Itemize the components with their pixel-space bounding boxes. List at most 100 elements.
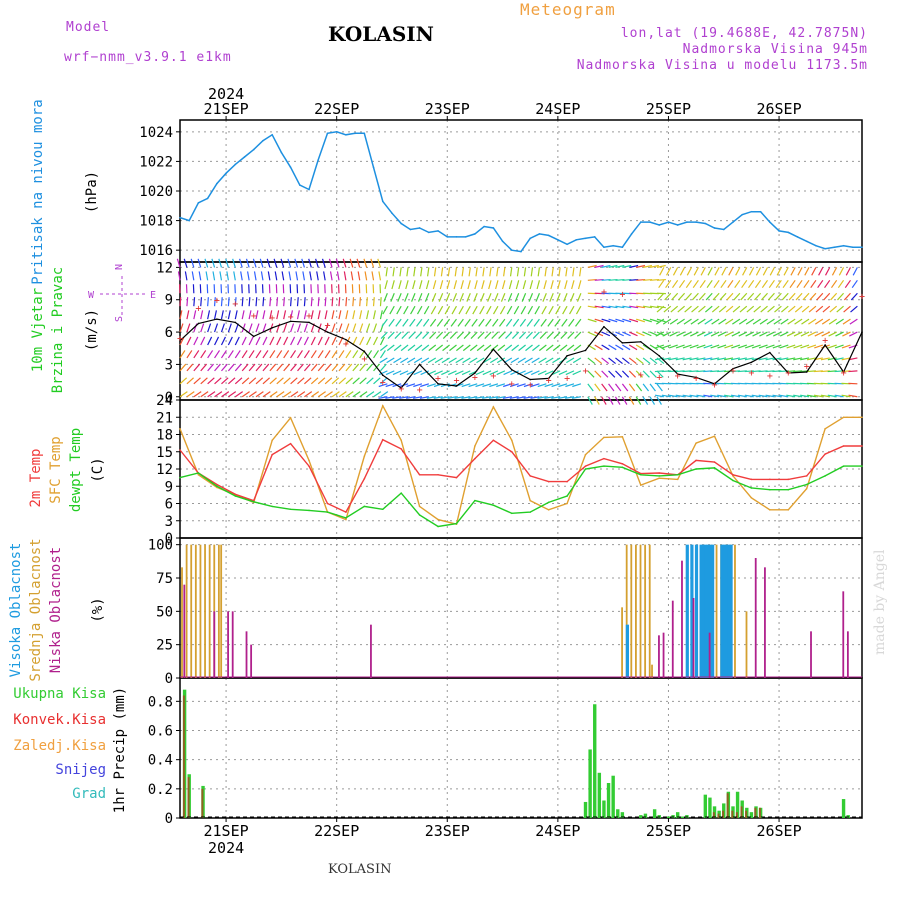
wind-arrow [796, 279, 803, 289]
y-tick-label: 0.6 [148, 724, 173, 740]
temp-sfc-line-point [658, 477, 661, 480]
wind-arrow [357, 271, 361, 281]
wind-arrow [186, 336, 192, 346]
wind-arrow [266, 258, 271, 268]
wind-arrow [283, 377, 291, 385]
wind-arrow [684, 292, 692, 301]
precip-total-bar [749, 812, 754, 818]
wind-arrow [669, 331, 678, 337]
temp-dewpt-line-point [566, 495, 568, 497]
wind-arrow [309, 271, 312, 281]
wind-arrow [442, 331, 451, 339]
wind-arrow [552, 357, 561, 364]
wind-arrow [432, 280, 437, 290]
wind-arrow [558, 396, 568, 399]
wind-arrow [659, 267, 665, 276]
wind-arrow [317, 350, 324, 359]
wind-arrow [234, 310, 238, 320]
wind-arrow [649, 396, 656, 405]
precip-total-bar [652, 809, 657, 818]
wind-speed-line-point [437, 383, 439, 385]
wind-arrow [774, 292, 782, 301]
wind-arrow [718, 318, 727, 325]
wind-arrow [801, 318, 810, 325]
temp-dewpt-line-point [510, 512, 513, 515]
wind-arrow [359, 363, 367, 372]
wind-arrow [793, 331, 803, 337]
pressure-line-point [630, 233, 633, 235]
wind-speed-line-point [787, 372, 790, 374]
wind-arrow [579, 267, 582, 277]
wind-gust-mark: + [564, 373, 570, 384]
wind-arrow [655, 344, 665, 349]
wind-arrow [516, 267, 520, 277]
wind-arrow [482, 267, 485, 277]
wind-arrow [752, 331, 761, 337]
wind-arrow [207, 377, 215, 385]
y-tick-label: 9 [165, 479, 173, 495]
temp-dewpt-line-point [455, 522, 458, 525]
wind-arrow [693, 267, 699, 276]
wind-arrow [383, 293, 388, 302]
compass-s: S [114, 316, 125, 322]
wind-arrow [490, 344, 499, 352]
precip-conv-bar [722, 810, 725, 818]
y-tick-label: 25 [156, 638, 173, 654]
wind-arrow [769, 267, 775, 276]
wind-arrow [849, 331, 858, 337]
wind-arrow [629, 264, 639, 268]
wind-arrow [804, 267, 810, 276]
temp-2m-line-point [750, 478, 753, 481]
wind-arrow [544, 370, 554, 376]
wind-arrow [671, 292, 679, 301]
wind-arrow [515, 280, 520, 290]
wind-arrow [232, 258, 236, 268]
temp-dewpt-line-point [437, 525, 439, 528]
wind-arrow [495, 280, 499, 290]
wind-arrow [509, 396, 519, 399]
wind-arrow [413, 267, 416, 277]
wind-arrow [191, 271, 195, 281]
wind-arrow [227, 323, 232, 333]
wind-arrow [433, 396, 443, 399]
wind-arrow [608, 264, 618, 268]
wind-arrow [290, 310, 294, 320]
wind-arrow [262, 391, 271, 398]
wind-arrow [656, 305, 665, 313]
wind-arrow [568, 318, 575, 327]
wind-arrow [427, 357, 437, 364]
wind-arrow [283, 310, 287, 320]
wind-arrow [391, 280, 395, 290]
wind-arrow [349, 258, 354, 268]
wind-arrow [509, 383, 519, 388]
wind-speed-line-point [289, 320, 292, 323]
wind-arrow [629, 318, 639, 323]
wind-arrow [395, 318, 402, 327]
top-date-label: 26SEP [756, 100, 801, 118]
wind-arrow [262, 336, 268, 346]
bottom-date-label: 25SEP [646, 822, 691, 840]
wind-arrow [212, 271, 216, 281]
wind-arrow [338, 297, 341, 307]
wind-arrow [850, 292, 858, 301]
temp-sfc-line-point [584, 453, 587, 456]
wind-arrow [635, 344, 645, 351]
pressure-line-point [538, 233, 541, 235]
wind-arrow [397, 293, 402, 302]
wind-arrow [530, 396, 540, 399]
wind-arrow [248, 323, 253, 333]
temp-2m-line-point [271, 453, 273, 456]
temp-dewpt-line-point [418, 514, 421, 516]
precip-conv-bar [735, 812, 738, 818]
wind-arrow [234, 350, 241, 359]
temp-dewpt-line-point [824, 475, 826, 477]
wind-arrow [273, 258, 278, 268]
wind-arrow [380, 391, 389, 398]
wind-arrow [594, 264, 604, 268]
wind-arrow [559, 344, 568, 352]
wind-arrow [179, 391, 188, 398]
wind-arrow [331, 310, 335, 320]
wind-arrow [434, 370, 443, 376]
temp-2m-line-point [732, 473, 734, 476]
